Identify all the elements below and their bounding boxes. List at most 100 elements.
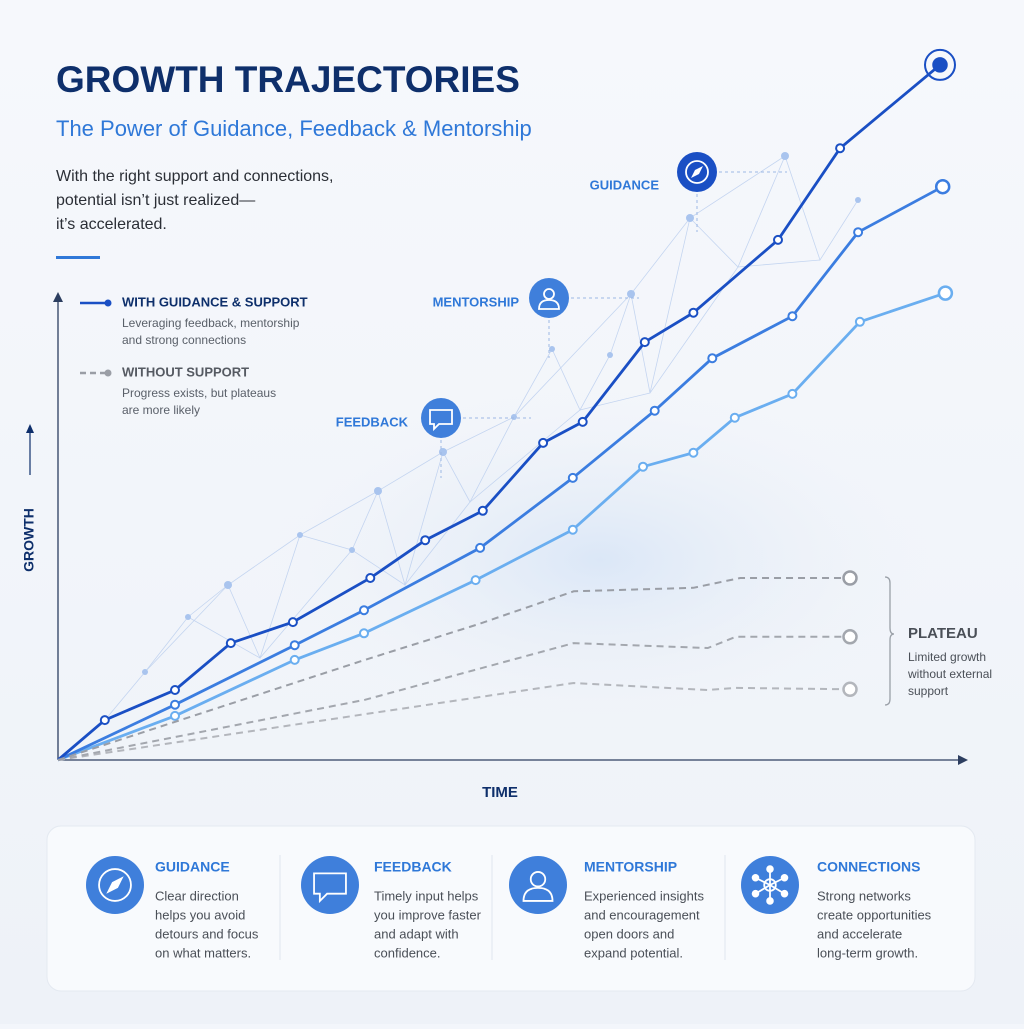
- legend-label: WITHOUT SUPPORT: [122, 364, 249, 379]
- data-point: [170, 710, 180, 721]
- accent-bar: [56, 256, 100, 259]
- data-point: [420, 535, 431, 546]
- legend-dot: [104, 299, 112, 307]
- card-text: Experienced insights: [584, 888, 704, 903]
- intro-line: it’s accelerated.: [56, 216, 167, 233]
- card-title: FEEDBACK: [374, 859, 452, 875]
- card-text: on what matters.: [155, 945, 251, 960]
- data-point: [707, 353, 718, 364]
- icon-glyph: [685, 160, 709, 184]
- data-point: [365, 573, 376, 583]
- intro-line: With the right support and connections,: [56, 168, 334, 185]
- data-point: [289, 654, 300, 665]
- card-title: MENTORSHIP: [584, 859, 677, 875]
- data-point: [638, 461, 648, 472]
- icon-glyph: [691, 166, 703, 178]
- icon-glyph: [522, 886, 554, 902]
- data-point: [934, 178, 951, 195]
- icon-glyph: [538, 299, 560, 310]
- card-text: and accelerate: [817, 926, 902, 941]
- card-text: and adapt with: [374, 926, 459, 941]
- card-text: Timely input helps: [374, 888, 479, 903]
- plateau-text: support: [908, 684, 949, 698]
- dashed-line: [57, 681, 851, 761]
- icon-glyph: [751, 889, 760, 898]
- card-text: open doors and: [584, 926, 674, 941]
- data-point: [787, 388, 798, 399]
- subtitle: The Power of Guidance, Feedback & Mentor…: [56, 116, 532, 141]
- icon-glyph: [106, 876, 124, 894]
- card-text: you improve faster: [374, 907, 482, 922]
- icon-circle: [509, 856, 567, 914]
- dashed-line: [57, 635, 850, 761]
- data-point: [287, 617, 298, 628]
- data-point: [99, 715, 110, 726]
- target-core: [934, 58, 946, 71]
- card-text: expand potential.: [584, 945, 683, 960]
- data-point: [688, 447, 699, 458]
- y-axis-arrow: [53, 292, 63, 302]
- icon-glyph: [751, 873, 760, 882]
- icon-glyph: [780, 889, 789, 898]
- plateau-label: PLATEAU: [908, 625, 978, 642]
- data-point: [854, 316, 865, 327]
- icon-circle: [529, 278, 569, 318]
- data-point: [225, 638, 236, 649]
- icon-glyph: [780, 873, 789, 882]
- data-point: [567, 524, 578, 535]
- card-title: CONNECTIONS: [817, 859, 920, 875]
- data-point: [475, 542, 486, 553]
- y-label-arrowhead: [26, 424, 34, 433]
- icon-glyph: [766, 865, 774, 873]
- card-text: create opportunities: [817, 907, 932, 922]
- card-text: long-term growth.: [817, 945, 918, 960]
- plateau-text: without external: [907, 667, 992, 681]
- data-point: [538, 437, 549, 448]
- data-point: [842, 629, 858, 645]
- icon-glyph: [529, 871, 547, 888]
- data-point: [842, 681, 858, 698]
- data-point: [477, 505, 488, 516]
- icon-glyph: [429, 409, 453, 432]
- card-text: confidence.: [374, 945, 441, 960]
- card-text: Strong networks: [817, 888, 911, 903]
- cards-panel: [46, 825, 976, 992]
- data-point: [729, 412, 740, 423]
- legend-description: and strong connections: [122, 333, 246, 347]
- data-point: [567, 472, 578, 483]
- glow: [270, 390, 930, 730]
- x-axis-label: TIME: [482, 784, 518, 801]
- data-point: [359, 628, 369, 639]
- target-ring: [924, 48, 956, 81]
- plateau-bracket: [884, 576, 895, 706]
- icon-glyph: [766, 897, 774, 905]
- icon-glyph: [98, 868, 132, 902]
- plateau-text: Limited growth: [908, 650, 986, 664]
- icon-circle: [421, 398, 461, 438]
- icon-glyph: [543, 288, 555, 300]
- card-text: Clear direction: [155, 888, 239, 903]
- data-point: [470, 575, 481, 586]
- legend-description: are more likely: [122, 403, 200, 417]
- card-title: GUIDANCE: [155, 859, 230, 875]
- data-point: [853, 227, 864, 238]
- intro-line: potential isn’t just realized—: [56, 192, 255, 209]
- data-point: [359, 605, 369, 616]
- data-point: [170, 699, 180, 710]
- card-separators: [279, 855, 726, 960]
- annotation-label: MENTORSHIP: [433, 294, 520, 309]
- icon-circle: [301, 856, 359, 914]
- data-point: [773, 234, 783, 245]
- network-nodes: [142, 152, 861, 675]
- annotation-label: GUIDANCE: [590, 177, 660, 192]
- legend-label: WITH GUIDANCE & SUPPORT: [122, 294, 308, 309]
- data-point: [577, 416, 588, 427]
- dashed-line: [57, 577, 850, 761]
- legend-description: Leveraging feedback, mentorship: [122, 316, 300, 330]
- legend-description: Progress exists, but plateaus: [122, 386, 276, 400]
- icon-glyph: [313, 872, 347, 904]
- legend-dot: [104, 369, 112, 377]
- data-point: [835, 143, 846, 154]
- data-point: [688, 307, 699, 318]
